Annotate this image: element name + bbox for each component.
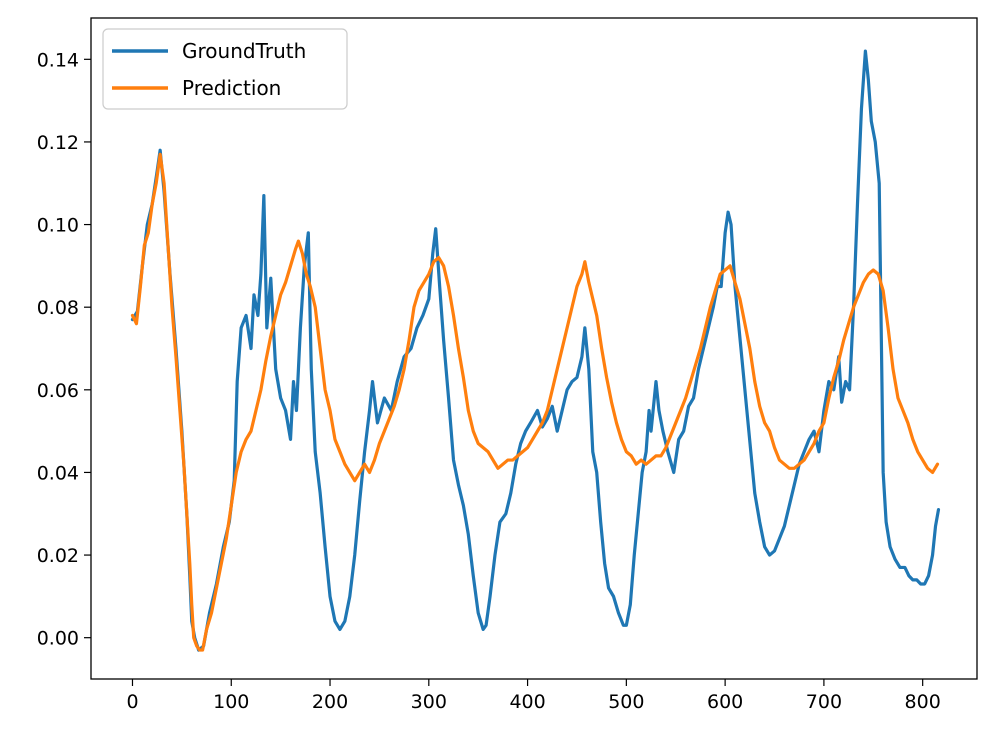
legend-label-prediction: Prediction: [182, 76, 281, 100]
y-tick-label: 0.08: [37, 297, 79, 319]
y-axis: 0.00 0.02 0.04 0.06 0.08 0.10 0.12 0.14: [37, 49, 91, 650]
x-tick-label: 0: [126, 691, 138, 713]
x-tick-label: 400: [509, 691, 545, 713]
plot-frame: [90, 17, 978, 680]
x-tick-label: 800: [905, 691, 941, 713]
y-tick-label: 0.00: [37, 628, 79, 650]
y-tick-label: 0.12: [37, 132, 79, 154]
y-tick-label: 0.02: [37, 545, 79, 567]
x-tick-label: 300: [411, 691, 447, 713]
series-line-groundtruth: [130, 49, 941, 652]
x-tick-label: 700: [806, 691, 842, 713]
legend-label-groundtruth: GroundTruth: [182, 39, 306, 63]
x-tick-label: 600: [707, 691, 743, 713]
y-tick-label: 0.06: [37, 380, 79, 402]
legend: GroundTruth Prediction: [102, 28, 348, 110]
series-layer: [130, 49, 941, 652]
x-tick-label: 200: [312, 691, 348, 713]
x-tick-label: 100: [213, 691, 249, 713]
y-tick-label: 0.14: [37, 49, 79, 71]
x-tick-label: 500: [608, 691, 644, 713]
y-tick-label: 0.10: [37, 215, 79, 237]
series-line-prediction: [130, 152, 940, 652]
x-axis: 0 100 200 300 400 500 600 700 800: [126, 679, 941, 713]
y-tick-label: 0.04: [37, 462, 79, 484]
